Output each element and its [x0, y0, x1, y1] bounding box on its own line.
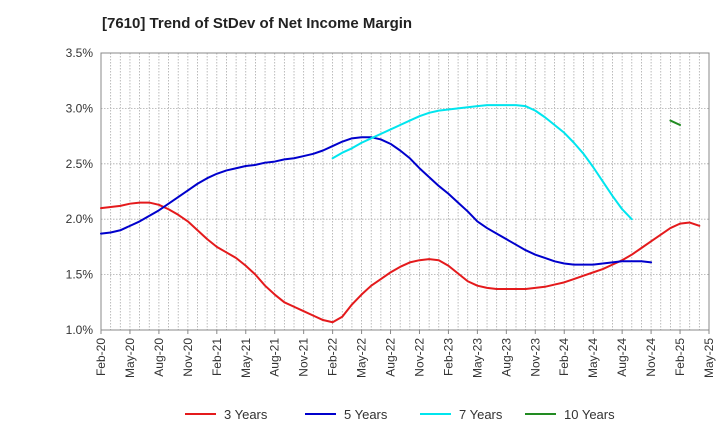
x-tick-label: May-24 — [586, 338, 600, 378]
legend-label-3-years: 3 Years — [224, 407, 268, 422]
legend-label-10-years: 10 Years — [564, 407, 615, 422]
series-line-10-years — [669, 119, 682, 127]
x-tick-label: Nov-23 — [528, 338, 542, 377]
x-tick-label: Aug-22 — [384, 338, 398, 377]
x-tick-label: May-20 — [123, 338, 137, 378]
x-tick-label: Nov-22 — [412, 338, 426, 377]
x-tick-label: Feb-25 — [673, 338, 687, 376]
x-tick-label: Feb-21 — [210, 338, 224, 376]
y-tick-label: 1.0% — [66, 323, 94, 337]
series-line-5-years — [100, 136, 653, 266]
series-line-3-years — [100, 201, 701, 324]
x-tick-label: May-22 — [355, 338, 369, 378]
x-tick-label: Feb-22 — [326, 338, 340, 376]
x-tick-label: May-23 — [470, 338, 484, 378]
legend-label-7-years: 7 Years — [459, 407, 503, 422]
x-tick-label: Nov-21 — [297, 338, 311, 377]
x-tick-label: Nov-20 — [181, 338, 195, 377]
y-tick-label: 1.5% — [66, 268, 94, 282]
plot-area — [100, 52, 710, 331]
y-tick-label: 2.0% — [66, 212, 94, 226]
x-tick-label: May-25 — [702, 338, 716, 378]
x-tick-label: Aug-20 — [152, 338, 166, 377]
x-tick-label: Aug-21 — [268, 338, 282, 377]
x-tick-label: Aug-24 — [615, 338, 629, 377]
series-line-7-years — [331, 104, 633, 221]
x-tick-label: Feb-23 — [441, 338, 455, 376]
chart-title: [7610] Trend of StDev of Net Income Marg… — [102, 15, 413, 32]
x-tick-label: Feb-20 — [94, 338, 108, 376]
y-tick-label: 3.5% — [66, 46, 94, 60]
y-tick-label: 3.0% — [66, 101, 94, 115]
x-tick-label: Nov-24 — [644, 338, 658, 377]
x-tick-label: Feb-24 — [557, 338, 571, 376]
legend-label-5-years: 5 Years — [344, 407, 388, 422]
x-tick-label: May-21 — [239, 338, 253, 378]
y-tick-label: 2.5% — [66, 157, 94, 171]
x-tick-label: Aug-23 — [499, 338, 513, 377]
